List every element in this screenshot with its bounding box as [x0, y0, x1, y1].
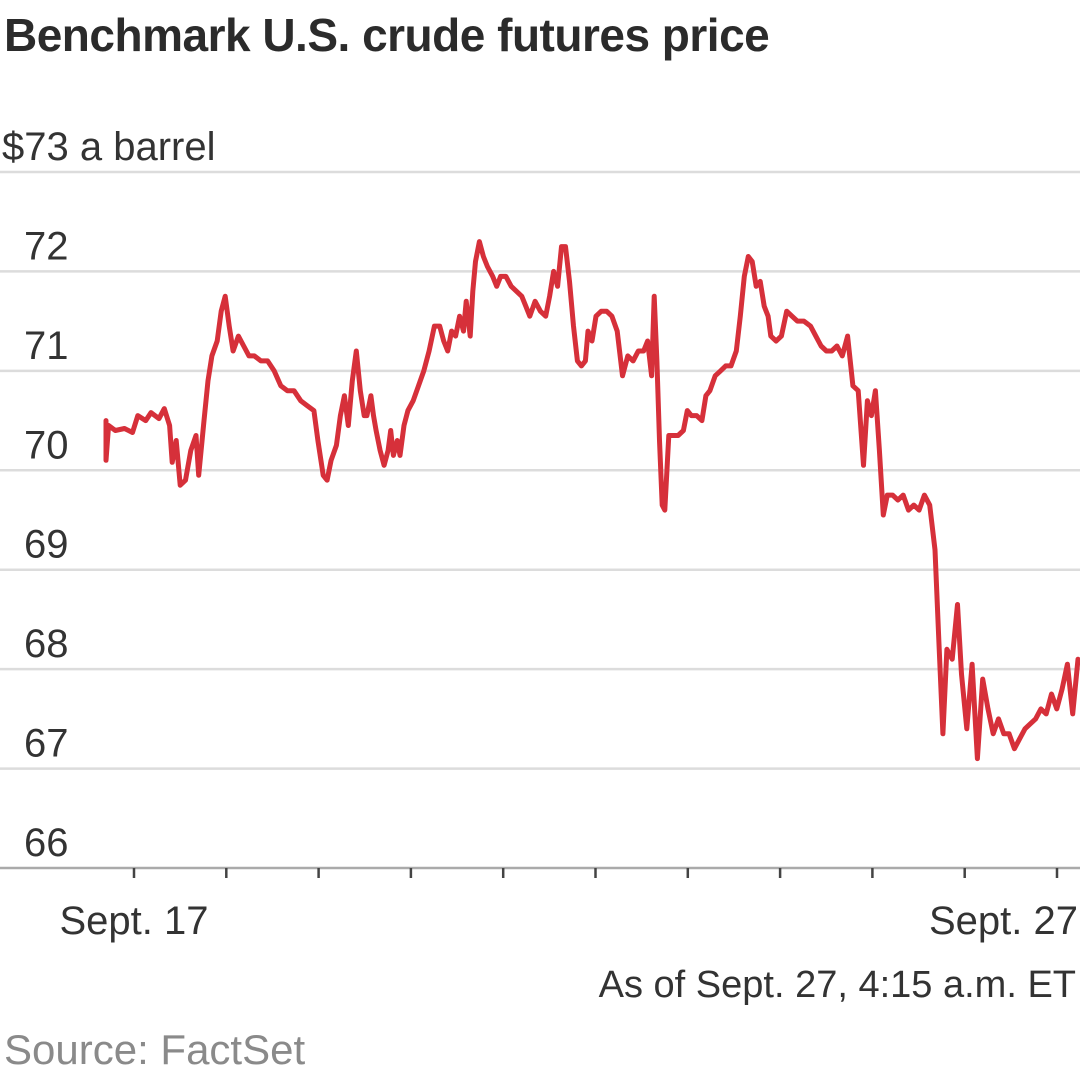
series-layer: [103, 239, 1080, 762]
y-tick-label: 69: [24, 523, 69, 567]
y-tick-label: $73 a barrel: [2, 125, 215, 169]
series-line: [103, 239, 1080, 762]
chart-title: Benchmark U.S. crude futures price: [4, 9, 770, 61]
y-tick-label: 71: [24, 324, 69, 368]
source-note: Source: FactSet: [4, 1026, 306, 1073]
x-axis: Sept. 17 Sept. 27: [59, 868, 1078, 943]
y-tick-label: 67: [24, 722, 69, 766]
y-axis-labels: $73 a barrel 72 71 70 69 68 67 66: [2, 125, 215, 865]
x-tick-label: Sept. 17: [59, 899, 208, 943]
y-tick-label: 70: [24, 423, 69, 467]
x-tick-label: Sept. 27: [929, 899, 1078, 943]
y-tick-label: 66: [24, 821, 69, 865]
gridlines: [0, 170, 1080, 870]
y-tick-label: 68: [24, 622, 69, 666]
as-of-note: As of Sept. 27, 4:15 a.m. ET: [598, 964, 1076, 1006]
y-tick-label: 72: [24, 224, 69, 268]
